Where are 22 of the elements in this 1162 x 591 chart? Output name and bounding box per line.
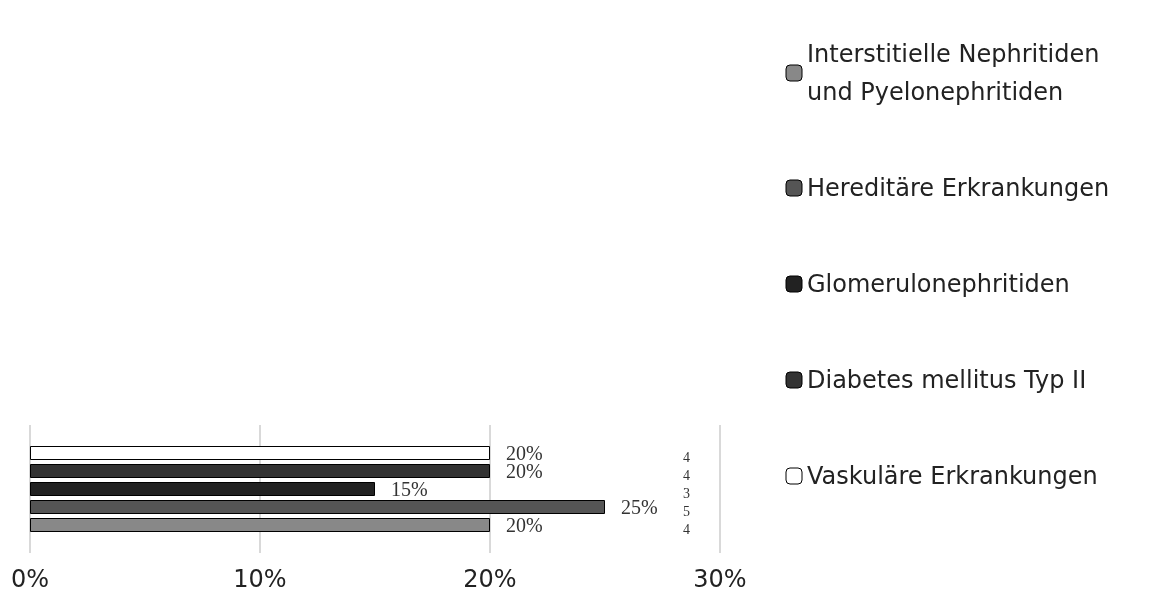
annotation: 4 — [683, 521, 690, 537]
x-tick-label: 10% — [233, 565, 287, 591]
data-label: 25% — [621, 496, 658, 518]
bar — [30, 446, 490, 460]
x-tick-label: 30% — [693, 565, 747, 591]
legend-label: Diabetes mellitus Typ II — [807, 366, 1087, 394]
legend-label: Hereditäre Erkrankungen — [807, 174, 1110, 202]
legend-label: Interstitielle Nephritiden und Pyelonephritiden — [807, 40, 1108, 106]
bar — [30, 482, 375, 496]
legend-label: Vaskuläre Erkrankungen — [807, 462, 1098, 490]
x-tick-label: 0% — [10, 565, 50, 591]
legend-label: Glomerulonephritiden — [807, 270, 1070, 298]
data-label: 20% — [506, 514, 543, 536]
bar — [30, 500, 605, 514]
bar — [30, 518, 490, 532]
annotation: 5 — [683, 503, 690, 519]
bar — [30, 464, 490, 478]
x-tick-label: 20% — [463, 565, 517, 591]
annotation: 4 — [683, 467, 690, 483]
annotation: 4 — [683, 449, 690, 465]
annotation: 3 — [683, 485, 690, 501]
data-label: 15% — [391, 478, 428, 500]
